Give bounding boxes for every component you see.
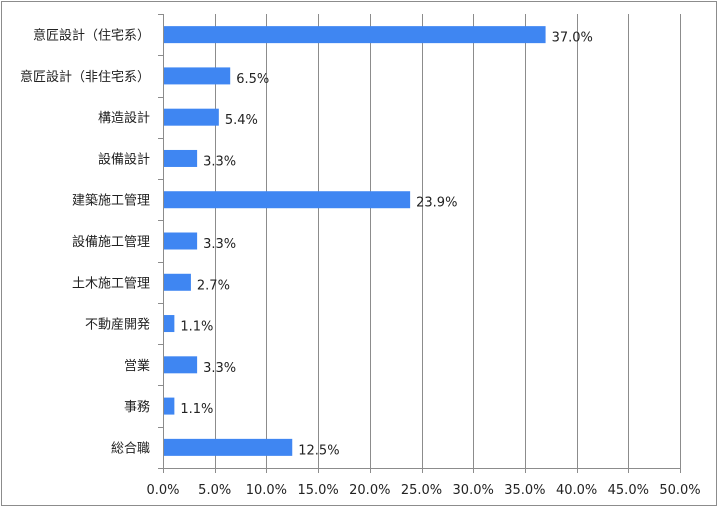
grid-lines	[215, 14, 681, 468]
data-label: 5.4%	[225, 113, 258, 128]
x-tick-label: 10.0%	[246, 483, 287, 498]
category-label: 構造設計	[98, 110, 150, 126]
category-label: 建築施工管理	[72, 194, 150, 209]
category-label: 設備施工管理	[72, 234, 150, 250]
x-tick-label: 30.0%	[453, 483, 494, 498]
data-label: 6.5%	[236, 72, 269, 87]
category-label: 事務	[124, 400, 150, 415]
bar	[164, 273, 191, 291]
data-label: 3.3%	[203, 361, 236, 376]
x-tick-label: 5.0%	[198, 483, 231, 498]
bar	[164, 397, 175, 415]
category-label: 不動産開発	[85, 317, 150, 333]
x-tick-label: 45.0%	[608, 483, 649, 498]
data-label: 1.1%	[180, 402, 213, 417]
x-tick-label: 25.0%	[401, 483, 442, 498]
data-label: 3.3%	[203, 154, 236, 169]
x-tick-label: 40.0%	[556, 483, 597, 498]
data-label: 2.7%	[197, 278, 230, 293]
x-tick-label: 35.0%	[504, 483, 545, 498]
labels: 0.0% 5.0% 10.0% 15.0% 20.0% 25.0% 30.0% 35.0% 40…	[20, 28, 701, 498]
bar	[164, 191, 411, 209]
category-label: 土木施工管理	[72, 276, 150, 291]
bar	[164, 108, 219, 126]
data-label: 37.0%	[552, 31, 593, 46]
axes	[158, 14, 681, 473]
bar	[164, 67, 231, 85]
x-tick-label: 15.0%	[297, 483, 338, 498]
bar	[164, 315, 175, 333]
category-label: 総合職	[111, 441, 150, 456]
bar	[164, 26, 546, 44]
data-label: 23.9%	[416, 196, 457, 211]
data-label: 12.5%	[298, 443, 339, 458]
bar	[164, 356, 198, 374]
bars	[164, 26, 546, 456]
category-label: 営業	[124, 358, 150, 374]
data-label: 3.3%	[203, 237, 236, 252]
x-tick-label: 20.0%	[349, 483, 390, 498]
bar	[164, 232, 198, 250]
bar	[164, 438, 293, 456]
x-tick-label: 0.0%	[146, 483, 179, 498]
data-label: 1.1%	[180, 320, 213, 335]
category-label: 設備設計	[98, 151, 150, 167]
category-label: 意匠設計（非住宅系）	[20, 69, 150, 85]
x-tick-label: 50.0%	[659, 483, 700, 498]
category-label: 意匠設計（住宅系）	[33, 28, 150, 44]
bar	[164, 149, 198, 167]
